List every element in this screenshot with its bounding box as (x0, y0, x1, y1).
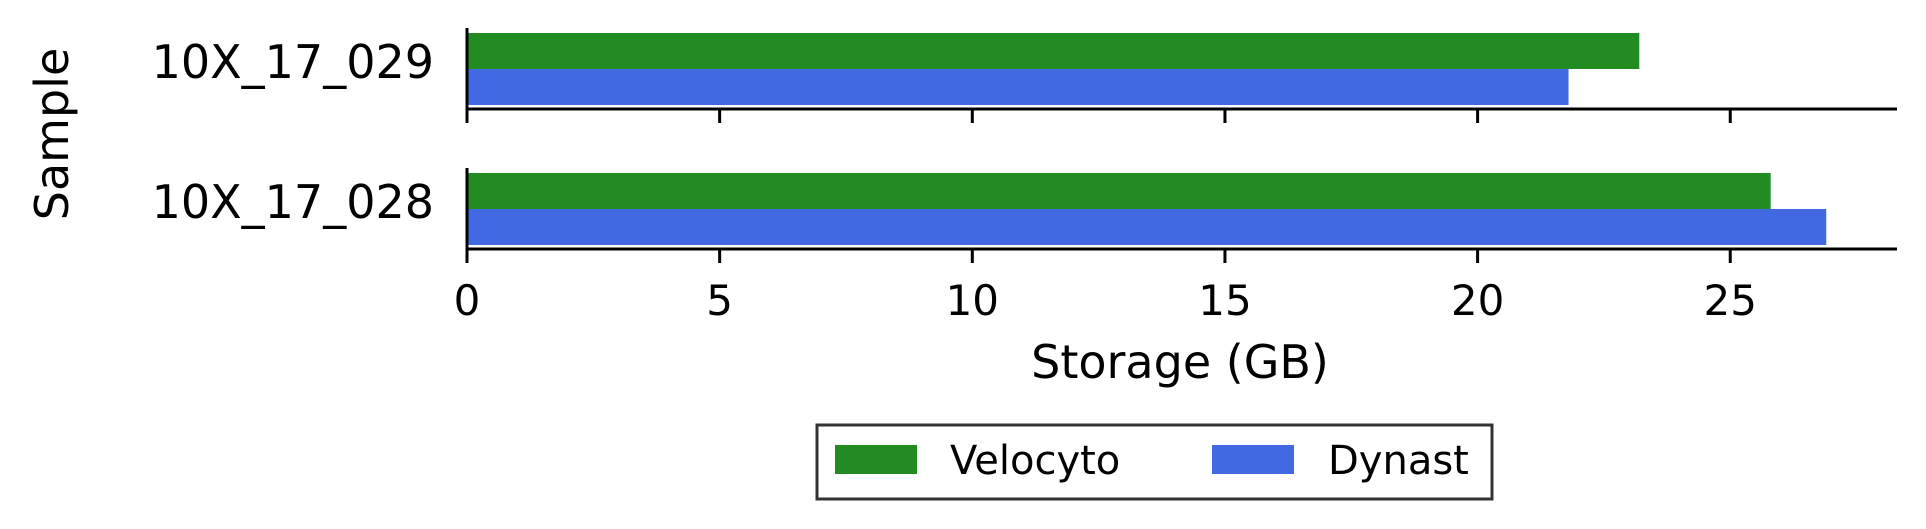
x-tick-label: 10 (946, 276, 999, 325)
category-label: 10X_17_029 (152, 35, 434, 89)
y-axis-title: Sample (25, 48, 79, 220)
panel-10X_17_029: 10X_17_029 (152, 28, 1897, 123)
legend-frame (815, 423, 1494, 501)
x-axis-title: Storage (GB) (1031, 335, 1329, 389)
bar-velocyto-10X_17_028 (467, 173, 1771, 209)
legend: Velocyto Dynast (815, 423, 1494, 501)
bar-dynast-10X_17_029 (467, 69, 1569, 105)
legend-label-dynast: Dynast (1328, 438, 1469, 484)
x-tick-label: 0 (454, 276, 481, 325)
legend-swatch-velocyto (835, 445, 917, 474)
bar-dynast-10X_17_028 (467, 209, 1827, 245)
x-tick-label: 20 (1451, 276, 1504, 325)
category-label: 10X_17_028 (152, 175, 434, 229)
bar-velocyto-10X_17_029 (467, 33, 1640, 69)
legend-swatch-dynast (1212, 445, 1294, 474)
x-tick-label: 25 (1704, 276, 1757, 325)
panel-10X_17_028: 10X_17_028 (152, 168, 1897, 263)
chart-panels: 10X_17_029 10X_17_028 (152, 28, 1897, 263)
x-tick-label: 5 (706, 276, 733, 325)
legend-label-velocyto: Velocyto (950, 438, 1120, 484)
x-axis: 0 5 10 15 20 25 (454, 276, 1757, 325)
x-tick-label: 15 (1198, 276, 1251, 325)
